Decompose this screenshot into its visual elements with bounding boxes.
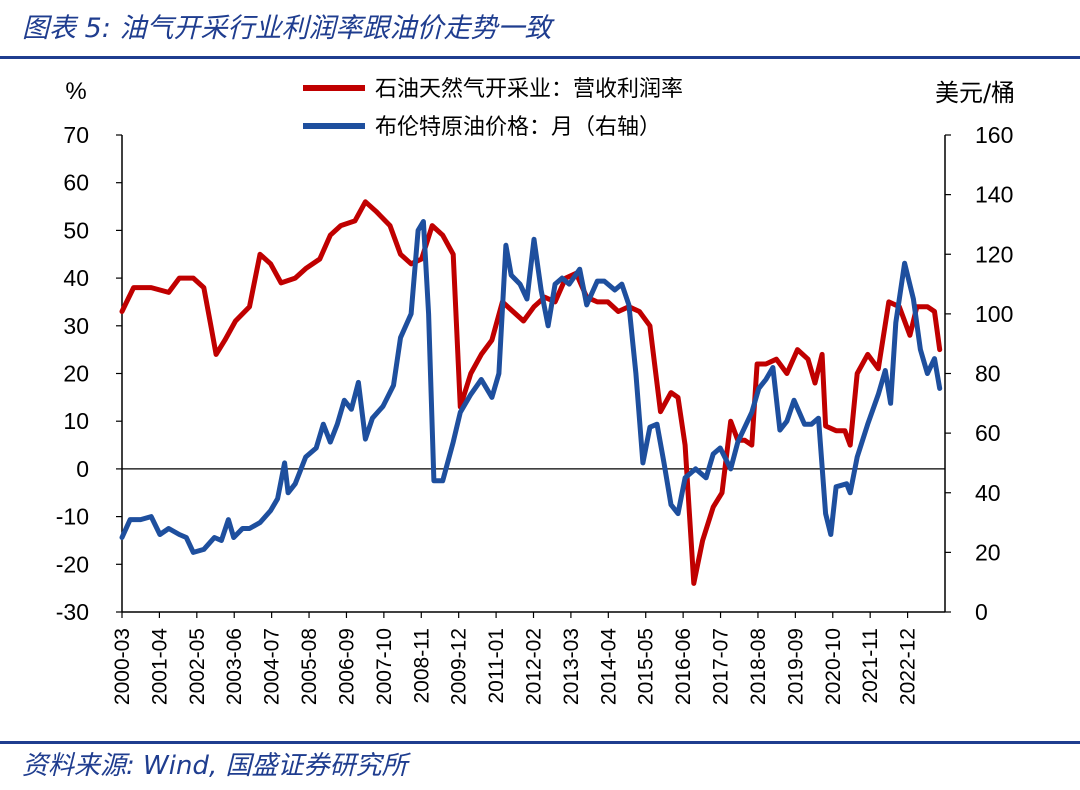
left-tick-label: -30: [56, 599, 89, 625]
x-tick-label: 2017-07: [710, 628, 733, 705]
x-tick-label: 2003-06: [223, 628, 246, 705]
left-tick-label: -20: [56, 551, 89, 577]
left-tick-label: 40: [63, 265, 89, 291]
left-tick-label: 70: [63, 122, 89, 148]
x-tick-label: 2011-01: [485, 628, 508, 704]
legend-label: 布伦特原油价格：月（右轴）: [375, 115, 661, 140]
x-tick-label: 2021-11: [859, 628, 882, 704]
x-tick-label: 2005-08: [298, 628, 321, 705]
x-tick-label: 2008-11: [410, 628, 433, 704]
top-divider: [0, 56, 1080, 59]
right-axis-unit: 美元/桶: [935, 79, 1015, 107]
x-tick-label: 2012-02: [523, 628, 546, 705]
chart-title: 图表 5: 油气开采行业利润率跟油价走势一致: [22, 13, 552, 44]
legend-label: 石油天然气开采业：营收利润率: [375, 77, 683, 102]
source-note: 资料来源: Wind, 国盛证券研究所: [22, 751, 408, 781]
left-tick-label: 60: [63, 170, 89, 196]
left-tick-label: 30: [63, 313, 89, 339]
x-tick-label: 2013-03: [560, 628, 583, 705]
x-tick-label: 2006-09: [335, 628, 358, 705]
x-tick-label: 2019-09: [784, 628, 807, 705]
right-tick-label: 160: [975, 122, 1013, 148]
x-tick-label: 2004-07: [261, 628, 284, 705]
right-tick-label: 140: [975, 182, 1013, 208]
right-tick-label: 40: [975, 480, 1001, 506]
x-tick-label: 2015-05: [635, 628, 658, 705]
left-tick-label: 10: [63, 408, 89, 434]
x-tick-label: 2002-05: [186, 628, 209, 705]
left-tick-label: 0: [76, 456, 89, 482]
x-tick-label: 2020-10: [822, 628, 845, 705]
x-tick-label: 2009-12: [448, 628, 471, 705]
right-tick-label: 60: [975, 420, 1001, 446]
left-axis-unit: %: [65, 78, 86, 105]
right-tick-label: 100: [975, 301, 1013, 327]
left-tick-label: 20: [63, 361, 89, 387]
left-tick-label: 50: [63, 217, 89, 243]
x-tick-label: 2001-04: [148, 628, 171, 705]
x-tick-label: 2018-08: [747, 628, 770, 705]
x-tick-label: 2007-10: [373, 628, 396, 705]
x-tick-label: 2022-12: [897, 628, 920, 705]
x-tick-label: 2000-03: [111, 628, 134, 705]
x-tick-label: 2014-04: [597, 628, 620, 705]
right-tick-label: 120: [975, 241, 1013, 267]
series-line-brent-price: [119, 219, 943, 555]
left-tick-label: -10: [56, 504, 89, 530]
x-tick-label: 2016-06: [672, 628, 695, 705]
bottom-divider: [0, 741, 1080, 744]
right-tick-label: 20: [975, 539, 1001, 565]
right-tick-label: 0: [975, 599, 988, 625]
right-tick-label: 80: [975, 361, 1001, 387]
